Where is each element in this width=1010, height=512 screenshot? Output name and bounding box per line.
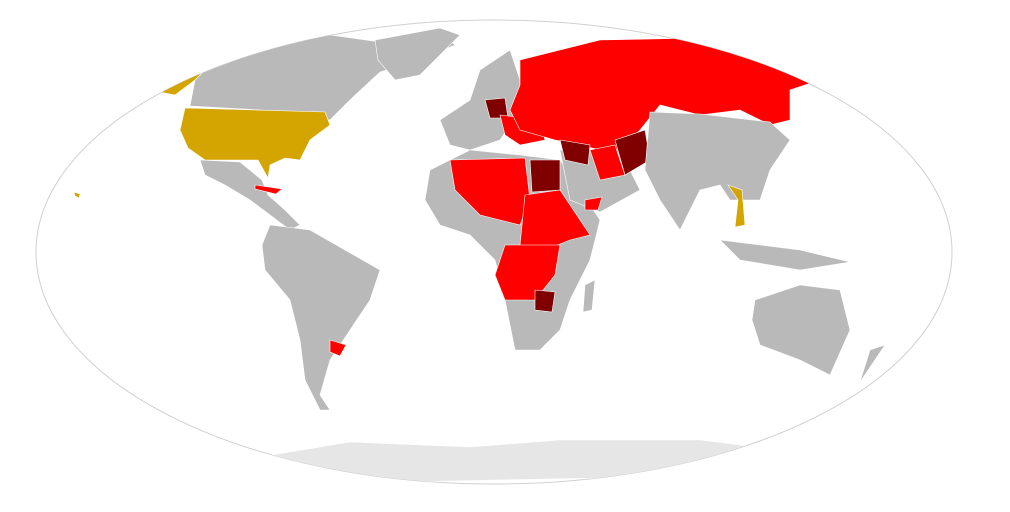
north-africa <box>449 157 531 226</box>
madagascar <box>582 279 596 313</box>
indonesia <box>719 239 851 271</box>
south-america <box>261 224 381 411</box>
asia <box>644 111 791 231</box>
usa <box>179 107 331 179</box>
hawaii <box>73 191 81 199</box>
antarctica <box>229 439 781 483</box>
uruguay <box>329 339 347 357</box>
cuba <box>254 184 283 195</box>
map-outline <box>35 19 953 485</box>
australia <box>751 284 851 376</box>
central-america <box>199 159 301 231</box>
vietnam <box>727 184 746 228</box>
new-zealand <box>859 344 886 383</box>
zimbabwe <box>534 289 556 313</box>
syria-iraq <box>559 139 591 166</box>
greenland <box>374 27 461 81</box>
yemen <box>584 196 603 211</box>
egypt <box>529 159 561 193</box>
